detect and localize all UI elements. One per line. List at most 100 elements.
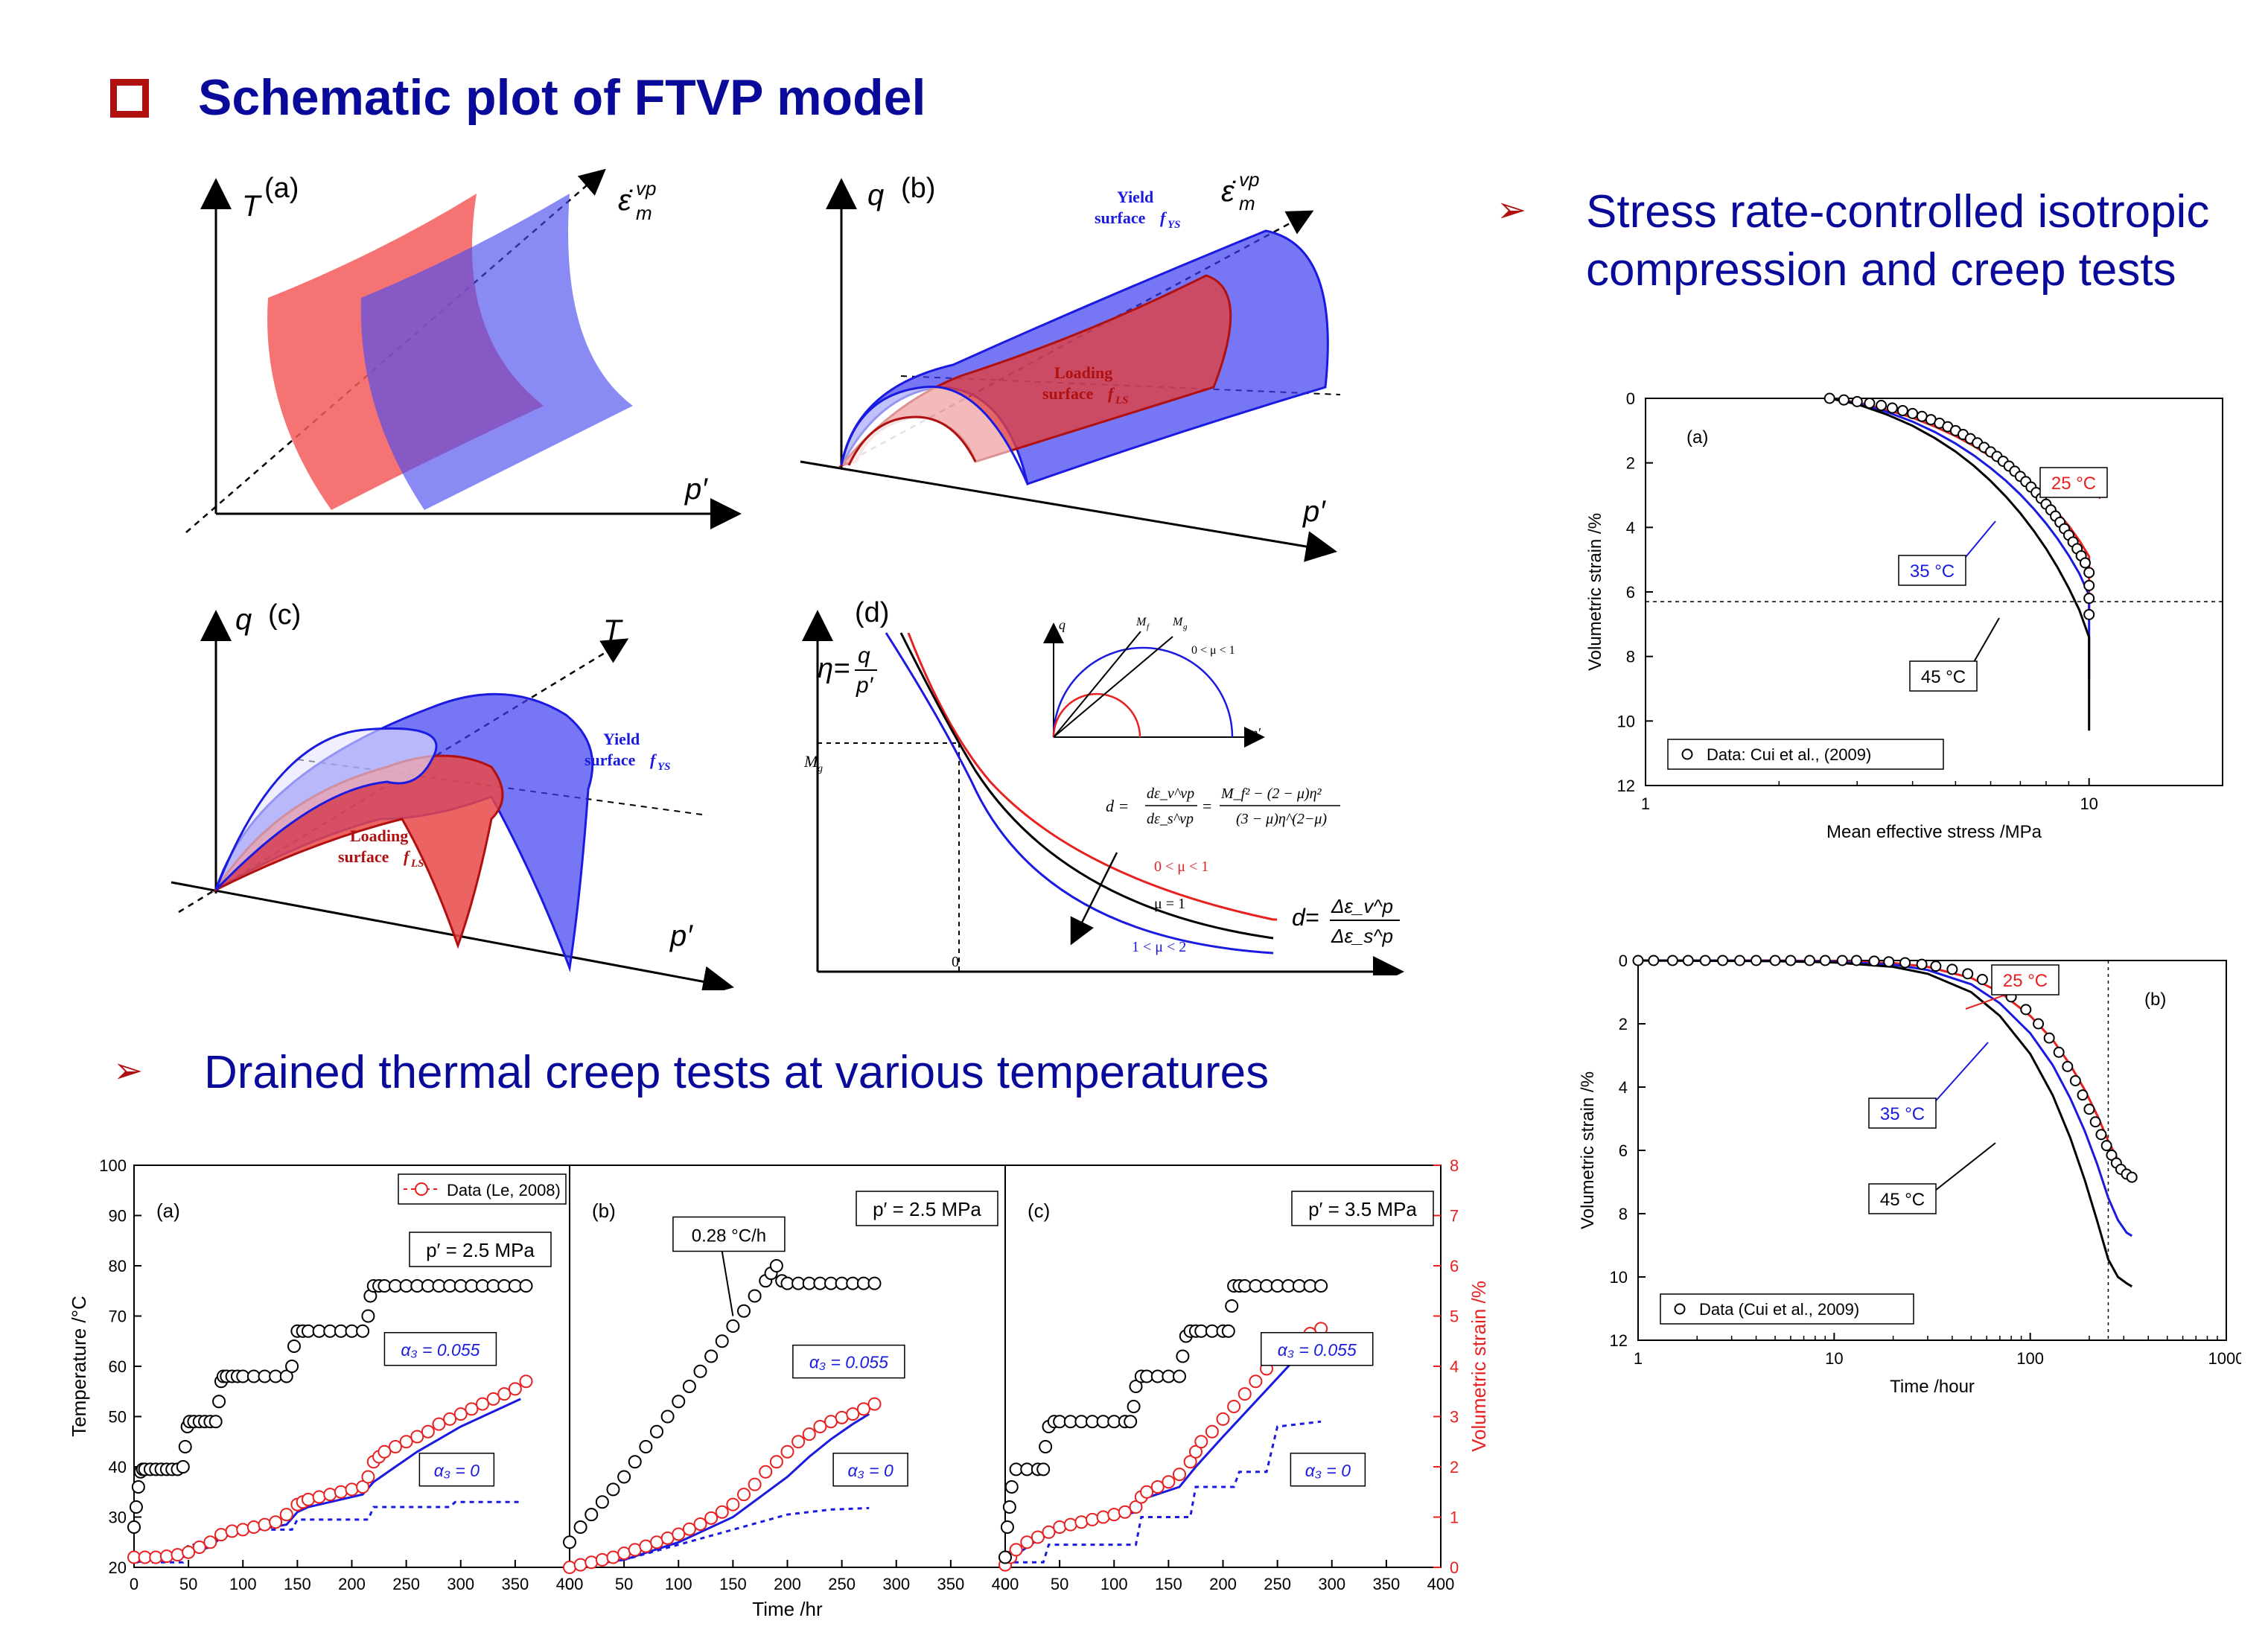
- data-point: [1886, 402, 1898, 414]
- strain-point: [334, 1485, 348, 1499]
- temperature-point: [1260, 1279, 1273, 1293]
- loading-label-f: f: [404, 847, 411, 866]
- temperature-point: [606, 1482, 620, 1497]
- data-point: [1769, 955, 1781, 966]
- strain-point: [1249, 1374, 1263, 1389]
- strain-point: [203, 1535, 217, 1549]
- x-tick-label: 350: [1373, 1575, 1401, 1593]
- trend-arrow: [1070, 852, 1118, 946]
- temperature-point: [1127, 1400, 1141, 1413]
- data-point: [1896, 404, 1908, 416]
- axis-h-label: p′: [1302, 495, 1326, 528]
- inset-mg-sub: g: [1183, 622, 1188, 631]
- axis-d-label: ε̇: [1221, 175, 1237, 208]
- legend-marker: [415, 1182, 428, 1196]
- strain-point: [508, 1382, 522, 1396]
- temperature-point: [813, 1276, 827, 1290]
- data-point: [1883, 956, 1895, 968]
- strain-point: [835, 1410, 849, 1424]
- temperature-point: [212, 1395, 226, 1409]
- temperature-point: [285, 1360, 299, 1373]
- yield-label-1: Yield: [603, 730, 640, 748]
- y2-tick-label: 1: [1450, 1509, 1459, 1527]
- legend-label: Data (Cui et al., 2009): [1699, 1300, 1859, 1319]
- curve-black: [899, 632, 1274, 940]
- schematic-b: Yield surface f YS Loading surface f LS …: [800, 168, 1341, 562]
- x-tick-label: 50: [615, 1575, 633, 1593]
- strain-point: [563, 1561, 576, 1574]
- data-point: [1907, 407, 1919, 419]
- strain-point: [715, 1505, 729, 1519]
- alpha-0-label: α₃ = 0: [434, 1461, 480, 1480]
- heading-left: Drained thermal creep tests at various t…: [204, 1047, 1270, 1098]
- yield-label-sub: YS: [657, 761, 671, 773]
- temperature-point: [650, 1424, 663, 1439]
- y2-tick-label: 2: [1450, 1458, 1459, 1476]
- axis-h-label: p′: [684, 473, 708, 506]
- temperature-point: [802, 1276, 816, 1290]
- y-tick-label: 70: [109, 1307, 127, 1326]
- x-tick-label: 400: [992, 1575, 1019, 1593]
- temperature-point: [726, 1319, 740, 1333]
- temperature-point: [1002, 1500, 1016, 1514]
- pressure-label: p′ = 2.5 MPa: [426, 1239, 535, 1261]
- y2-tick-label: 0: [1450, 1558, 1459, 1577]
- temperature-point: [639, 1440, 653, 1453]
- temp-label-box: [1868, 1098, 1937, 1129]
- axis-v-label: T: [242, 190, 262, 223]
- loading-label-f: f: [1108, 384, 1115, 403]
- temperature-point: [208, 1415, 223, 1429]
- curve-blue: [885, 632, 1274, 955]
- x-tick-label: 150: [719, 1575, 747, 1593]
- temperature-point: [131, 1480, 145, 1494]
- strain-point: [182, 1545, 196, 1559]
- strain-point: [192, 1541, 206, 1554]
- panel-label: (a): [156, 1200, 180, 1222]
- x-tick-label: 200: [338, 1575, 366, 1593]
- legend-label: Data: Cui et al., (2009): [1707, 745, 1871, 764]
- data-point: [2020, 1004, 2032, 1016]
- temperature-point: [236, 1369, 250, 1383]
- yield-label-1: Yield: [1117, 188, 1153, 206]
- strain-point: [1129, 1500, 1143, 1514]
- temp-label-box: [1909, 660, 1978, 692]
- temperature-point: [1194, 1324, 1208, 1338]
- temperature-point: [672, 1395, 686, 1409]
- strain-point: [149, 1550, 163, 1564]
- strain-point: [519, 1374, 533, 1389]
- strain-point: [573, 1558, 587, 1572]
- x-tick-label: 100: [665, 1575, 692, 1593]
- curve-red-label: 0 < μ < 1: [1154, 858, 1208, 875]
- axis-d-sup: vp: [636, 177, 656, 200]
- y-tick-label: 50: [109, 1408, 127, 1427]
- strain-point: [704, 1511, 719, 1525]
- strain-point: [345, 1482, 359, 1497]
- data-point: [1916, 958, 1928, 970]
- temp-label-box: [1898, 555, 1966, 586]
- temperature-point: [1074, 1415, 1089, 1429]
- data-point: [1734, 955, 1746, 966]
- axis-h: [171, 881, 734, 990]
- y-axis-label-right: Volumetric strain /%: [1468, 1281, 1490, 1452]
- strain-point: [1086, 1512, 1099, 1526]
- strain-point: [1188, 1444, 1203, 1459]
- strain-point: [361, 1470, 375, 1484]
- temperature-point: [269, 1369, 283, 1383]
- temperature-point: [867, 1276, 882, 1290]
- x-tick-label: 100: [229, 1575, 257, 1593]
- temperature-point: [1039, 1440, 1053, 1453]
- axis-d-label: T: [603, 614, 623, 647]
- formula-rden: (3 − μ)η^(2−μ): [1236, 811, 1327, 827]
- panel-label: (a): [264, 173, 299, 204]
- axis-d-sub: m: [636, 202, 652, 224]
- x-tick-label: 50: [179, 1575, 197, 1593]
- y2-tick-label: 5: [1450, 1307, 1459, 1326]
- strain-point: [389, 1440, 402, 1453]
- x-tick-label: 0: [565, 1575, 574, 1593]
- strain-point: [410, 1430, 424, 1444]
- legend-label: Data (Le, 2008): [447, 1181, 561, 1200]
- d-den: Δε_s^p: [1331, 925, 1393, 947]
- strain-point: [802, 1427, 816, 1441]
- strain-point: [1053, 1520, 1067, 1534]
- schematic-a: T (a) p′ ε̇ vp m: [185, 168, 742, 533]
